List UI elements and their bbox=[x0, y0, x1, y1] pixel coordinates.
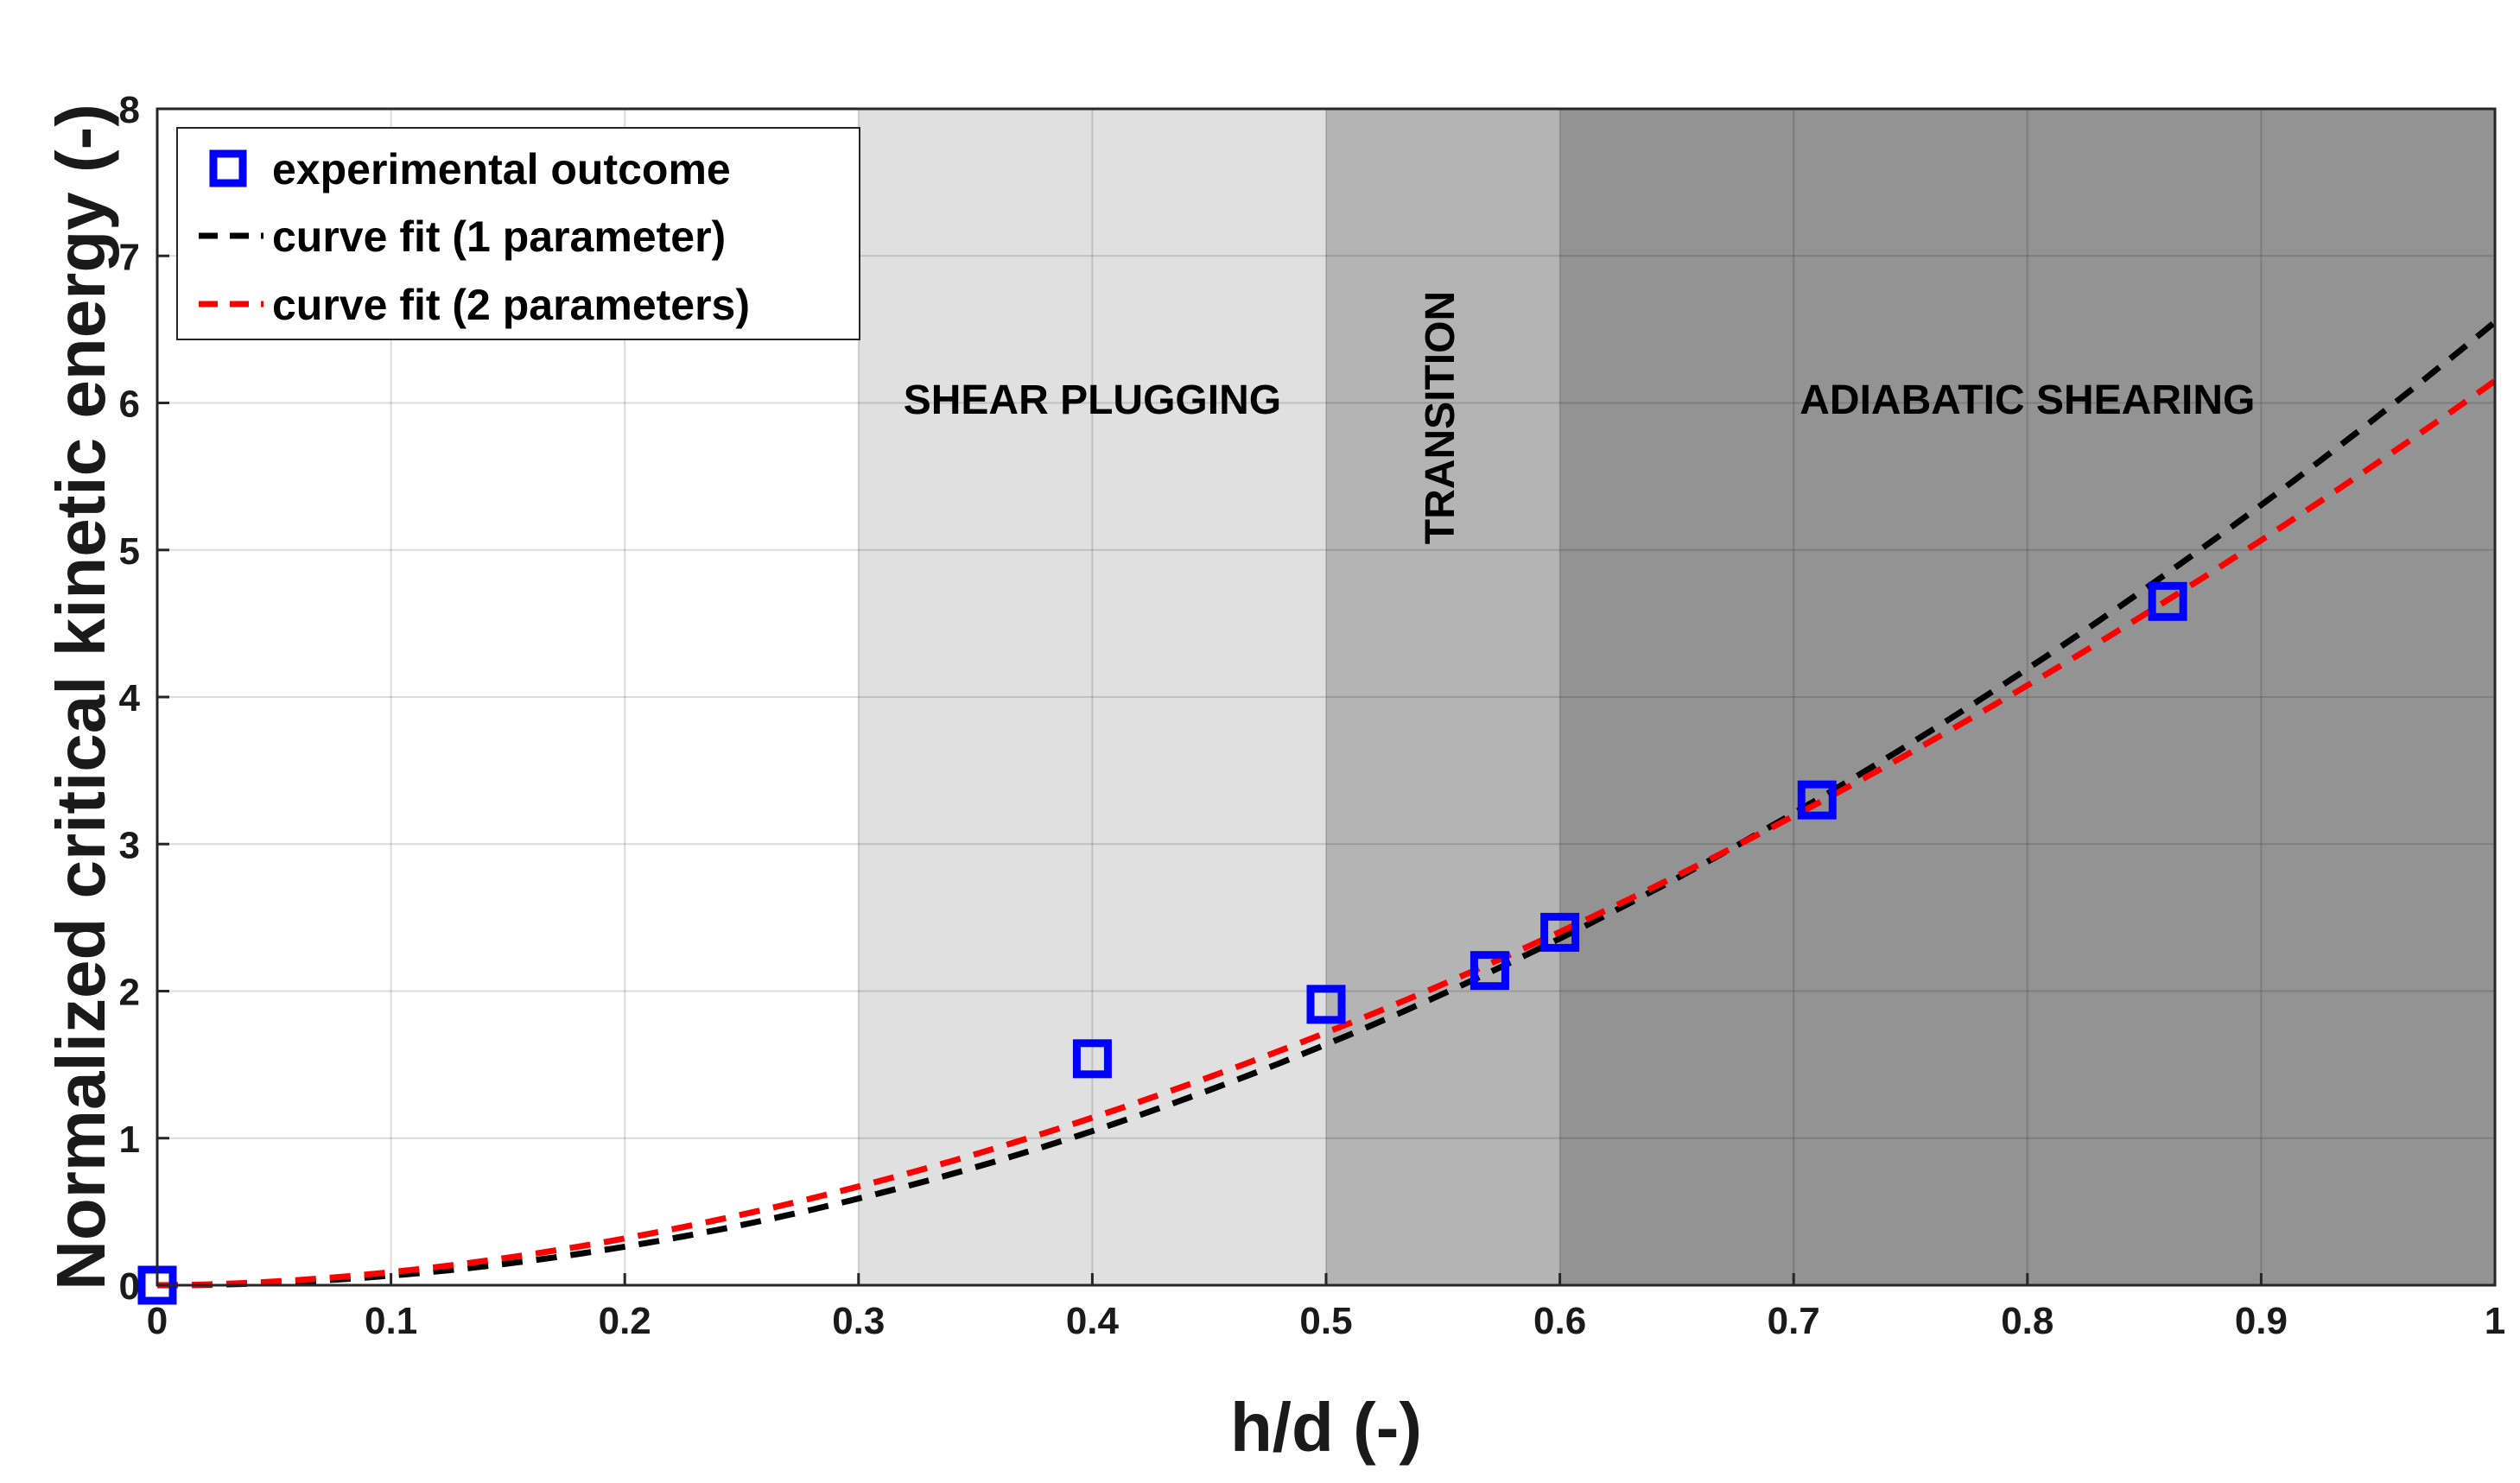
x-tick-label: 0.3 bbox=[832, 1300, 885, 1342]
data-point bbox=[1072, 1039, 1112, 1079]
y-tick-label: 5 bbox=[119, 530, 140, 573]
region-adiabatic-shearing bbox=[1559, 109, 2495, 1285]
x-tick-label: 0.5 bbox=[1299, 1300, 1352, 1342]
data-point bbox=[1540, 912, 1580, 952]
legend-label-fit-2-parameters: curve fit (2 parameters) bbox=[272, 281, 750, 329]
legend-label-experimental: experimental outcome bbox=[272, 145, 731, 193]
curve-fit-1-parameter bbox=[157, 320, 2498, 1289]
data-point bbox=[1797, 780, 1837, 820]
y-tick-label: 1 bbox=[119, 1119, 140, 1161]
region-label-transition: TRANSITION bbox=[1418, 291, 1463, 544]
data-point bbox=[1469, 951, 1509, 991]
region-label-shear-plugging: SHEAR PLUGGING bbox=[904, 377, 1281, 423]
y-tick-label: 8 bbox=[119, 89, 140, 131]
region-shear-plugging bbox=[858, 109, 1326, 1285]
x-axis-ticks: 0 0.1 0.2 0.3 0.4 0.5 0.6 0.7 0.8 0.9 1 bbox=[147, 1273, 2505, 1342]
y-tick-label: 2 bbox=[119, 972, 140, 1014]
y-tick-label: 0 bbox=[119, 1265, 140, 1308]
y-tick-label: 4 bbox=[119, 677, 141, 719]
x-tick-label: 0.7 bbox=[1768, 1300, 1820, 1342]
x-tick-label: 0.1 bbox=[365, 1300, 417, 1342]
y-tick-label: 6 bbox=[119, 383, 140, 426]
y-tick-label: 7 bbox=[119, 236, 140, 278]
legend-square-marker bbox=[209, 149, 247, 187]
data-point bbox=[1306, 985, 1346, 1024]
legend-label-fit-1-parameter: curve fit (1 parameter) bbox=[272, 212, 726, 261]
region-transition bbox=[1326, 109, 1560, 1285]
x-tick-label: 0.4 bbox=[1066, 1300, 1120, 1342]
curve-fit-2-parameters bbox=[156, 378, 2498, 1289]
legend: experimental outcome curve fit (1 parame… bbox=[176, 127, 860, 340]
x-tick-label: 0 bbox=[147, 1300, 168, 1342]
x-tick-label: 0.8 bbox=[2001, 1300, 2053, 1342]
x-axis-title: h/d (-) bbox=[1230, 1389, 1422, 1466]
x-tick-label: 0.9 bbox=[2235, 1300, 2288, 1342]
y-axis-ticks: 0 1 2 3 4 5 6 7 8 bbox=[119, 89, 169, 1308]
y-axis-title: Normalized critical kinetic energy (-) bbox=[42, 104, 119, 1290]
data-point bbox=[2148, 581, 2187, 621]
x-tick-label: 0.2 bbox=[599, 1300, 651, 1342]
y-tick-label: 3 bbox=[119, 824, 140, 866]
region-label-adiabatic-shearing: ADIABATIC SHEARING bbox=[1800, 377, 2255, 423]
experimental-points bbox=[137, 581, 2187, 1305]
background-regions bbox=[858, 109, 2495, 1285]
legend-box bbox=[176, 127, 860, 340]
curve-fits bbox=[156, 320, 2498, 1289]
x-tick-label: 1 bbox=[2485, 1300, 2505, 1342]
x-tick-label: 0.6 bbox=[1533, 1300, 1586, 1342]
region-labels: SHEAR PLUGGING TRANSITION ADIABATIC SHEARI… bbox=[904, 291, 2256, 544]
